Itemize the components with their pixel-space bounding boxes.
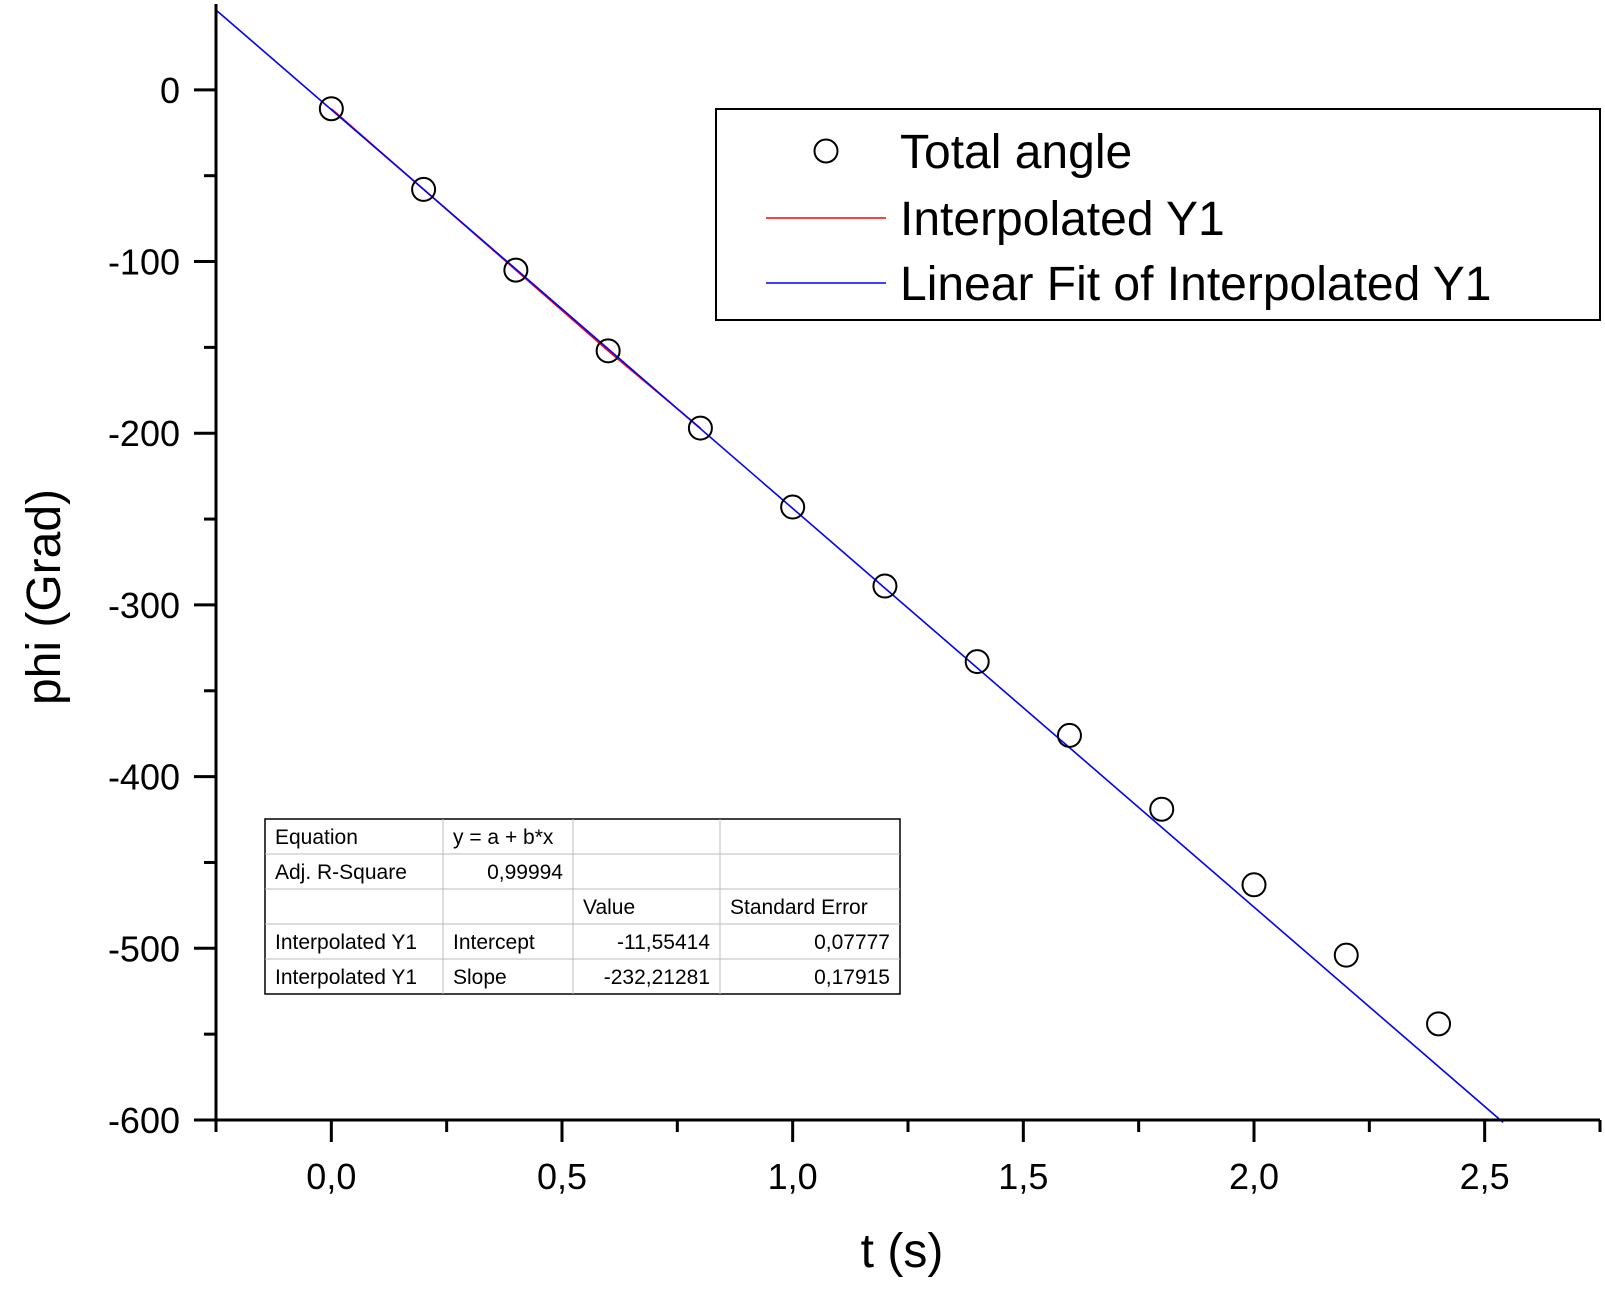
table-frame bbox=[264, 818, 901, 995]
data-point bbox=[964, 649, 990, 675]
tick-labels: 0 -100 -200 -300 -400 -500 -600 0,0 0,5 1,0 1,5 2,0… bbox=[108, 70, 1510, 1197]
data-point bbox=[318, 96, 344, 122]
table-cell: Adj. R-Square bbox=[275, 861, 407, 884]
table-cell: y = a + b*x bbox=[453, 826, 554, 849]
x-axis-label: t (s) bbox=[861, 1225, 944, 1278]
y-tick-label: 0 bbox=[160, 70, 180, 111]
data-point bbox=[1056, 722, 1082, 748]
tick-marks bbox=[194, 88, 1602, 1142]
x-tick-label: 1,0 bbox=[768, 1156, 818, 1197]
legend-label: Interpolated Y1 bbox=[900, 193, 1225, 246]
fit-results-table: Equation y = a + b*x Adj. R-Square 0,99994 V… bbox=[264, 818, 901, 995]
table-cell: Slope bbox=[453, 966, 507, 989]
table-cell: 0,99994 bbox=[487, 861, 563, 884]
y-tick-label: -600 bbox=[108, 1100, 180, 1141]
table-cell: -232,21281 bbox=[604, 966, 710, 989]
linear-fit-line bbox=[215, 9, 1504, 1124]
data-point bbox=[872, 573, 898, 599]
table-cell: Equation bbox=[275, 826, 358, 849]
data-point bbox=[595, 338, 621, 364]
data-point bbox=[1149, 796, 1175, 822]
table-cell: -11,55414 bbox=[617, 931, 710, 954]
x-tick-label: 1,5 bbox=[998, 1156, 1048, 1197]
plot-series bbox=[215, 9, 1504, 1124]
y-tick-label: -100 bbox=[108, 242, 180, 283]
table-cell: Intercept bbox=[453, 931, 535, 954]
table-cell: Value bbox=[583, 896, 635, 919]
legend-label: Total angle bbox=[900, 126, 1132, 179]
y-axis-label: phi (Grad) bbox=[18, 489, 71, 705]
data-point bbox=[503, 257, 529, 283]
y-tick-label: -500 bbox=[108, 928, 180, 969]
y-tick-label: -400 bbox=[108, 757, 180, 798]
x-tick-label: 2,0 bbox=[1229, 1156, 1279, 1197]
data-point bbox=[780, 494, 806, 520]
table-cell: Interpolated Y1 bbox=[275, 931, 417, 954]
data-point bbox=[411, 176, 437, 202]
y-tick-label: -200 bbox=[108, 413, 180, 454]
legend: Total angle Interpolated Y1 Linear Fit of … bbox=[715, 108, 1601, 321]
table-cell: Interpolated Y1 bbox=[275, 966, 417, 989]
x-tick-label: 0,5 bbox=[537, 1156, 587, 1197]
data-point bbox=[1241, 872, 1267, 898]
table-cell: 0,07777 bbox=[814, 931, 890, 954]
x-tick-label: 0,0 bbox=[306, 1156, 356, 1197]
legend-box bbox=[715, 108, 1601, 321]
y-tick-label: -300 bbox=[108, 585, 180, 626]
x-tick-label: 2,5 bbox=[1460, 1156, 1510, 1197]
legend-label: Linear Fit of Interpolated Y1 bbox=[900, 258, 1492, 311]
data-point bbox=[687, 415, 713, 441]
table-cell: 0,17915 bbox=[814, 966, 890, 989]
legend-marker bbox=[813, 138, 839, 164]
data-point bbox=[1333, 942, 1359, 968]
data-point bbox=[1426, 1011, 1452, 1037]
table-cell: Standard Error bbox=[730, 896, 868, 919]
